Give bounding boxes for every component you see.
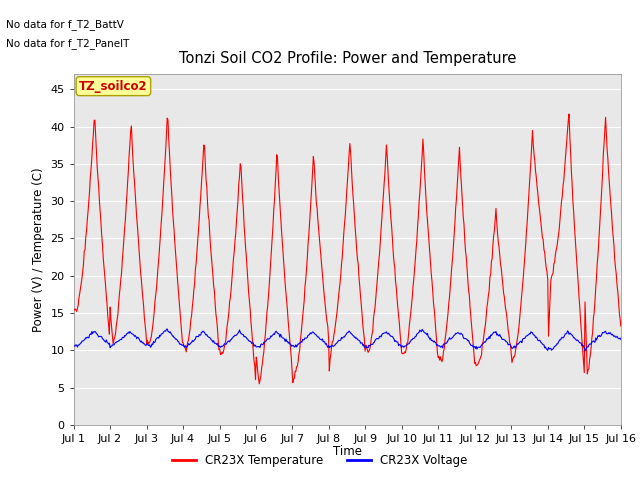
- Y-axis label: Power (V) / Temperature (C): Power (V) / Temperature (C): [32, 168, 45, 332]
- Title: Tonzi Soil CO2 Profile: Power and Temperature: Tonzi Soil CO2 Profile: Power and Temper…: [179, 51, 516, 66]
- Text: No data for f_T2_BattV: No data for f_T2_BattV: [6, 19, 124, 30]
- Legend: CR23X Temperature, CR23X Voltage: CR23X Temperature, CR23X Voltage: [168, 449, 472, 472]
- X-axis label: Time: Time: [333, 445, 362, 458]
- Text: TZ_soilco2: TZ_soilco2: [79, 80, 148, 93]
- Text: No data for f_T2_PanelT: No data for f_T2_PanelT: [6, 38, 130, 49]
